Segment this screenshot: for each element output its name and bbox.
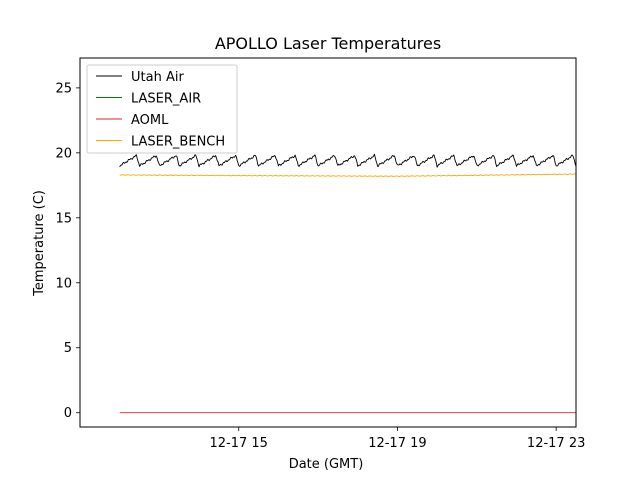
plot-frame xyxy=(79,57,577,428)
chart-title: APOLLO Laser Temperatures xyxy=(215,34,441,53)
legend-label-laser-air: LASER_AIR xyxy=(131,92,201,107)
x-tick-label: 12-17 23 xyxy=(527,436,585,451)
series-line-laser-bench xyxy=(119,173,576,178)
x-tick-label: 12-17 15 xyxy=(209,436,267,451)
legend-label-aoml: AOML xyxy=(131,113,169,128)
y-tick-label: 25 xyxy=(55,81,72,96)
legend-label-laser-bench: LASER_BENCH xyxy=(131,135,225,150)
y-tick-label: 20 xyxy=(55,146,72,161)
legend-label-utah-air: Utah Air xyxy=(131,70,184,85)
y-axis-label: Temperature (C) xyxy=(32,190,47,297)
x-tick-label: 12-17 19 xyxy=(368,436,426,451)
y-tick-label: 15 xyxy=(55,211,72,226)
series-line-utah-air xyxy=(119,153,576,168)
y-tick-label: 0 xyxy=(64,406,72,421)
y-tick-label: 5 xyxy=(64,341,72,356)
legend-box xyxy=(86,64,238,154)
y-tick-label: 10 xyxy=(55,276,72,291)
legend: Utah Air LASER_AIR AOML LASER_BENCH xyxy=(86,64,238,154)
plot-lines xyxy=(119,153,576,414)
x-axis-label: Date (GMT) xyxy=(289,457,364,472)
